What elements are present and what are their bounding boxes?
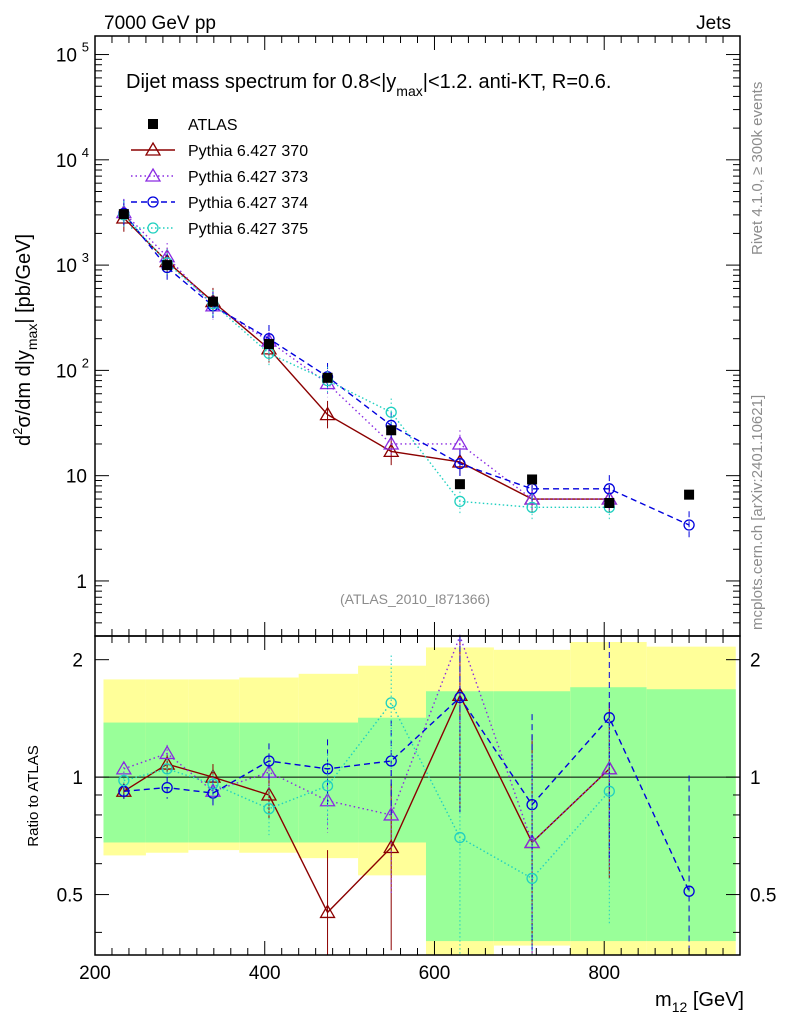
ratio-point [683,885,695,897]
ratio-point [263,755,275,767]
chart-title: Dijet mass spectrum for 0.8<|ymax|<1.2. … [126,71,611,99]
main-point [526,501,538,514]
ratio-point [385,697,397,709]
main-line-pythia-6.427-370 [123,217,610,500]
ratio-line-pythia-6.427-374 [123,696,690,892]
main-line-pythia-6.427-373 [123,212,610,500]
ratio-point [260,786,278,801]
legend-label: Pythia 6.427 375 [188,221,308,238]
main-point [454,495,466,508]
legend: ATLAS Pythia 6.427 370 Pythia 6.427 373 Pyt… [131,117,308,238]
data-point [322,372,333,383]
data-point [118,209,129,220]
ratio-series-group [115,633,695,955]
y-tick-label-ratio: 1 [72,768,83,789]
y-tick-label-main: 10 [56,361,77,382]
ratio-point [526,872,538,885]
y-tick-label-main: 10 [56,256,77,277]
legend-label: ATLAS [188,117,238,134]
y-tick-exponent: 4 [82,145,89,160]
source-label: mcplots.cern.ch [arXiv:2401.10621] [749,395,766,630]
ratio-point [263,803,275,815]
legend-marker-atlas [148,119,158,129]
analysis-id: (ATLAS_2010_I871366) [340,591,490,607]
main-point [454,458,466,470]
x-tick-label: 600 [419,963,451,984]
ratio-point [383,839,400,854]
process-label: Jets [696,13,731,34]
y-tick-exponent: 2 [82,355,89,370]
data-point [207,296,218,307]
x-tick-label: 200 [79,963,111,984]
ratio-point [161,781,173,794]
y-tick-label-main: 1 [76,572,87,593]
main-point [385,406,397,418]
y-tick-exponent: 3 [82,250,89,265]
y-tick-label-ratio: 0.5 [57,886,83,907]
ratio-point [321,780,334,792]
energy-label: 7000 GeV pp [104,13,216,34]
y-axis-label-main: d2σ/dm d|ymax| [pb/GeV] [10,234,40,446]
main-series-group [115,198,695,539]
ratio-point [159,745,176,760]
y-tick-label-ratio-right: 1 [750,768,761,789]
ratio-point [454,831,466,844]
y-tick-label-ratio: 2 [72,651,83,672]
ratio-point [207,778,219,790]
green-band-bin [358,717,426,843]
main-line-pythia-6.427-375 [123,214,610,509]
ratio-uncertainty-bands [95,641,740,955]
main-line-pythia-6.427-374 [123,212,690,526]
legend-marker [144,141,162,156]
legend-label: Pythia 6.427 373 [188,169,308,186]
y-tick-label-ratio-right: 2 [750,651,761,672]
ratio-point [454,691,466,704]
legend-marker [147,196,159,208]
ratio-point [319,904,336,919]
x-tick-label: 400 [249,963,281,984]
green-band-bin [570,687,647,942]
ratio-point [383,806,400,821]
legend-label: Pythia 6.427 374 [188,195,308,212]
data-point [684,489,695,500]
main-point [383,443,400,458]
data-point [454,479,465,490]
main-point [319,406,336,421]
ratio-point [118,774,130,787]
legend-marker [147,222,159,234]
data-point [386,425,397,436]
y-tick-label-main: 10 [56,151,77,172]
data-point [162,260,173,271]
x-axis-label: m12 [GeV] [655,989,744,1015]
data-point [263,339,274,350]
green-band-bin [298,722,359,843]
main-point [523,490,541,505]
legend-label: Pythia 6.427 370 [188,143,308,160]
y-tick-label-ratio-right: 0.5 [750,886,776,907]
axes-group: 200 400 600 800 1 10 10 2 10 3 10 4 10 5 0.5 0.5 1 1 2 2 [56,35,776,984]
y-tick-label-main: 10 [56,46,77,67]
y-axis-label-ratio: Ratio to ATLAS [25,745,42,846]
green-band-bin [103,722,146,843]
y-tick-label-main: 10 [66,467,87,488]
main-point [683,519,695,531]
data-point [527,474,538,485]
ratio-point [161,763,173,775]
main-point [451,435,469,450]
ratio-point [603,785,615,797]
rivet-label: Rivet 4.1.0, ≥ 300k events [749,82,766,255]
green-band-bin [646,689,736,942]
main-point [383,435,400,450]
data-point [604,498,615,509]
ratio-point [207,787,219,799]
legend-marker [144,167,162,182]
x-tick-label: 800 [588,963,620,984]
y-tick-exponent: 5 [82,40,89,55]
